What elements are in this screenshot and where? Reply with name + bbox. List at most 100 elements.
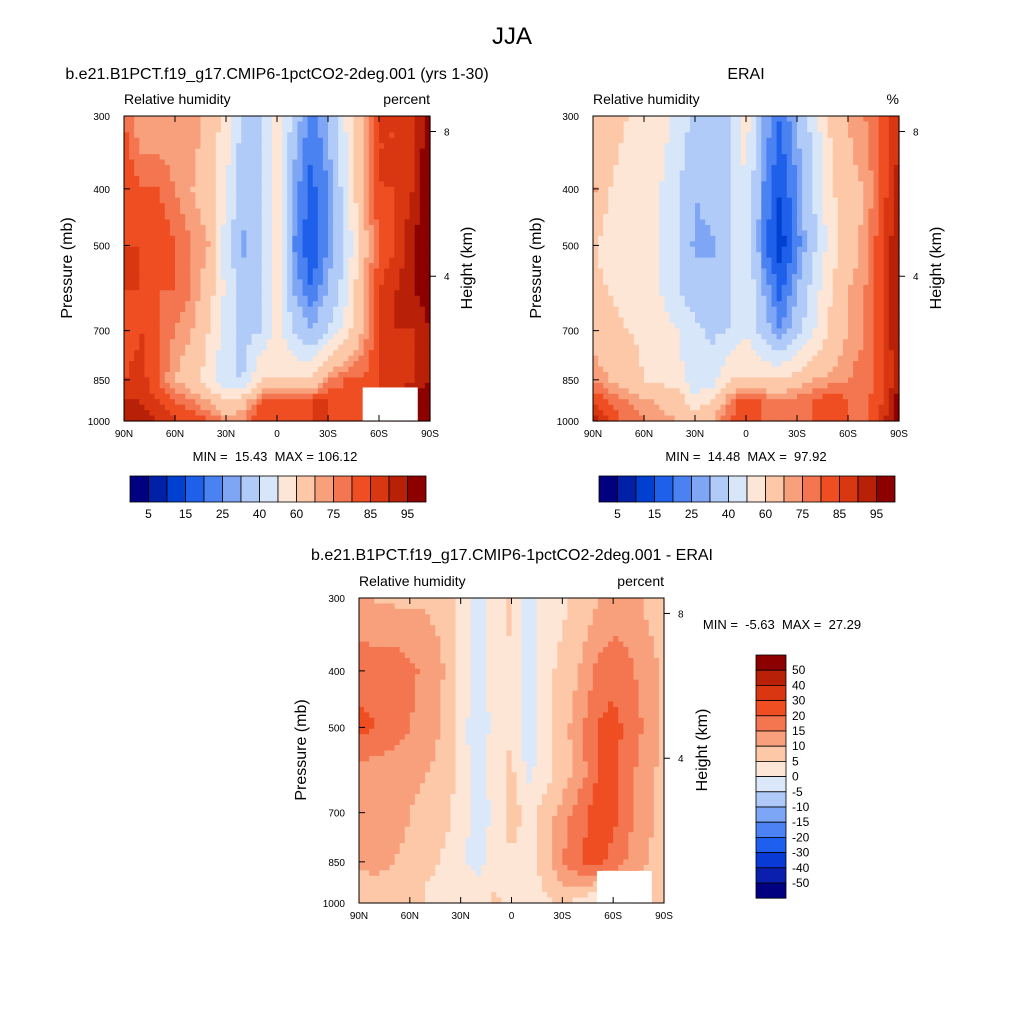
heatmap-cell [220, 371, 227, 379]
heatmap-cell [404, 214, 411, 221]
heatmap-cell [679, 241, 686, 248]
heatmap-cell [730, 143, 737, 150]
heatmap-cell [338, 377, 344, 384]
heatmap-cell [297, 224, 304, 231]
heatmap-cell [394, 328, 400, 335]
heatmap-cell [215, 361, 222, 368]
heatmap-cell [149, 382, 156, 389]
heatmap-cell [307, 224, 314, 231]
heatmap-cell [613, 235, 620, 242]
heatmap-cell [797, 165, 803, 172]
heatmap-cell [226, 192, 232, 199]
heatmap-cell [384, 214, 390, 221]
heatmap-cell [226, 410, 232, 417]
heatmap-cell [409, 170, 416, 177]
heatmap-cell [333, 295, 339, 302]
heatmap-cell [776, 208, 783, 215]
heatmap-cell [271, 301, 278, 308]
heatmap-cell [837, 175, 844, 182]
heatmap-cell [231, 137, 237, 144]
heatmap-cell [878, 165, 885, 172]
heatmap-cell [195, 350, 202, 357]
heatmap-cell [220, 175, 227, 182]
heatmap-cell [317, 279, 324, 286]
heatmap-cell [812, 143, 818, 150]
heatmap-cell [633, 214, 640, 221]
heatmap-cell [419, 410, 426, 417]
heatmap-cell [200, 186, 207, 193]
heatmap-cell [297, 279, 304, 286]
heatmap-cell [863, 175, 869, 182]
heatmap-cell [786, 132, 793, 139]
x-tick-label: 60S [370, 429, 388, 440]
heatmap-cell [215, 143, 222, 150]
heatmap-cell [797, 132, 803, 139]
heatmap-cell [353, 181, 360, 188]
heatmap-cell [292, 317, 298, 324]
heatmap-cell [190, 235, 196, 242]
heatmap-cell [363, 252, 370, 259]
heatmap-cell [424, 219, 431, 226]
heatmap-cell [812, 126, 818, 133]
heatmap-cell [338, 252, 344, 259]
heatmap-cell [363, 339, 370, 346]
heatmap-cell [873, 246, 880, 253]
heatmap-cell [200, 203, 207, 210]
heatmap-cell [134, 415, 140, 422]
heatmap-cell [195, 377, 202, 384]
heatmap-cell [159, 317, 166, 324]
heatmap-cell [613, 170, 620, 177]
heatmap-cell [333, 148, 339, 155]
heatmap-cell [822, 165, 829, 172]
heatmap-cell [715, 246, 722, 253]
heatmap-cell [598, 208, 604, 215]
heatmap-cell [613, 241, 620, 248]
heatmap-cell [287, 339, 293, 346]
heatmap-cell [312, 263, 319, 270]
heatmap-cell [776, 175, 783, 182]
heatmap-cell [669, 170, 676, 177]
heatmap-cell [266, 154, 273, 161]
heatmap-cell [842, 214, 849, 221]
heatmap-cell [256, 328, 263, 335]
heatmap-cell [358, 224, 365, 231]
heatmap-cell [878, 246, 885, 253]
heatmap-cell [139, 410, 145, 417]
heatmap-cell [353, 317, 360, 324]
heatmap-cell [159, 126, 166, 133]
heatmap-cell [180, 404, 186, 411]
heatmap-cell [282, 197, 288, 204]
heatmap-cell [236, 268, 242, 275]
heatmap-cell [292, 355, 298, 362]
heatmap-cell [292, 137, 298, 144]
heatmap-cell [807, 154, 813, 161]
heatmap-cell [180, 295, 186, 302]
heatmap-cell [246, 246, 253, 253]
heatmap-cell [210, 350, 217, 357]
heatmap-cell [271, 382, 278, 389]
heatmap-cell [231, 284, 237, 291]
heatmap-cell [848, 246, 854, 253]
heatmap-cell [338, 382, 344, 389]
heatmap-cell [822, 170, 829, 177]
heatmap-cell [159, 230, 166, 237]
heatmap-cell [169, 159, 176, 166]
heatmap-cell [720, 246, 727, 253]
heatmap-cell [185, 344, 191, 351]
heatmap-cell [389, 306, 395, 313]
heatmap-cell [215, 116, 222, 123]
heatmap-cell [853, 143, 859, 150]
heatmap-cell [169, 377, 176, 384]
heatmap-cell [277, 361, 283, 368]
heatmap-cell [200, 159, 207, 166]
heatmap-cell [863, 132, 869, 139]
heatmap-cell [659, 219, 665, 226]
heatmap-cell [399, 361, 406, 368]
heatmap-cell [705, 181, 711, 188]
heatmap-cell [312, 350, 319, 357]
heatmap-cell [169, 246, 176, 253]
heatmap-cell [424, 192, 431, 199]
heatmap-cell [735, 116, 742, 123]
heatmap-cell [129, 252, 135, 259]
heatmap-cell [129, 246, 135, 253]
